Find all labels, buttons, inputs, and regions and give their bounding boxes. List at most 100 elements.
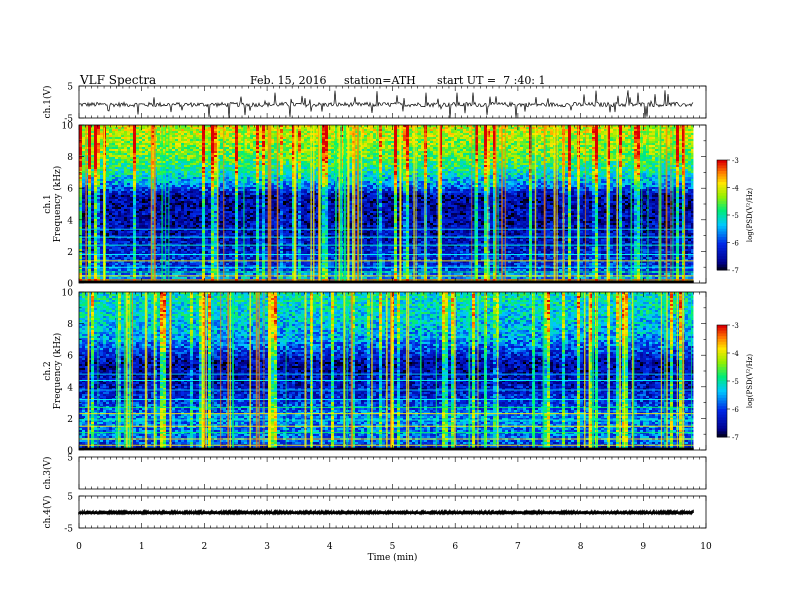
- spectrogram-cell: [106, 233, 110, 236]
- spectrogram-cell: [115, 139, 119, 142]
- spectrogram-cell: [97, 221, 101, 224]
- spectrogram-cell: [142, 181, 146, 184]
- spectrogram-cell: [148, 127, 152, 130]
- spectrogram-cell: [121, 225, 125, 228]
- spectrogram-cell: [139, 145, 143, 148]
- colorbar-segment: [717, 381, 727, 385]
- spectrogram-cell: [139, 217, 143, 220]
- spectrogram-cell: [100, 267, 104, 270]
- spectrogram-cell: [124, 227, 128, 230]
- spectrogram-cell: [97, 237, 101, 240]
- spectrogram-cell: [79, 217, 83, 220]
- colorbar-segment: [717, 234, 727, 238]
- spectrogram-cell: [91, 207, 95, 210]
- spectrogram-cell: [130, 201, 134, 204]
- spectrogram-cell: [88, 249, 92, 252]
- spectrogram-cell: [106, 153, 110, 156]
- spectrogram-cell: [79, 127, 83, 130]
- spectrogram-cell: [88, 217, 92, 220]
- spectrogram-cell: [82, 155, 86, 158]
- colorbar-segment: [717, 434, 727, 438]
- spectrogram-cell: [124, 259, 128, 262]
- spectrogram-cell: [121, 267, 125, 270]
- spectrogram-cell: [121, 263, 125, 266]
- spectrogram-cell: [112, 183, 116, 186]
- spectrogram-cell: [82, 157, 86, 160]
- spectrogram-cell: [124, 277, 128, 280]
- spectrogram-cell: [151, 159, 155, 162]
- spectrogram-cell: [112, 137, 116, 140]
- spectrogram-cell: [88, 163, 92, 166]
- spectrogram-cell: [79, 163, 83, 166]
- spectrogram-cell: [145, 235, 149, 238]
- spectrogram-cell: [109, 267, 113, 270]
- spectrogram-cell: [100, 205, 104, 208]
- spectrogram-cell: [151, 261, 155, 264]
- spectrogram-cell: [109, 199, 113, 202]
- spectrogram-cell: [106, 169, 110, 172]
- spectrogram-cell: [121, 211, 125, 214]
- colorbar-segment: [717, 367, 727, 371]
- spectrogram-cell: [127, 135, 131, 138]
- colorbar-segment: [717, 336, 727, 340]
- spectrogram-cell: [133, 209, 137, 212]
- spectrogram-cell: [121, 247, 125, 250]
- spectrogram-cell: [130, 197, 134, 200]
- spectrogram-cell: [115, 165, 119, 168]
- spectrogram-cell: [127, 195, 131, 198]
- spectrogram-cell: [148, 187, 152, 190]
- spectrogram-cell: [82, 203, 86, 206]
- spectrogram-cell: [142, 127, 146, 130]
- spectrogram-cell: [112, 265, 116, 268]
- spectrogram-cell: [109, 147, 113, 150]
- date-label: Feb. 15, 2016: [250, 74, 327, 87]
- spectrogram-cell: [106, 189, 110, 192]
- spectrogram-cell: [121, 235, 125, 238]
- spectrogram-cell: [139, 195, 143, 198]
- spectrogram-cell: [100, 269, 104, 272]
- spectrogram-cell: [94, 269, 98, 272]
- spectrogram-cell: [94, 219, 98, 222]
- spectrogram-cell: [142, 263, 146, 266]
- spectrogram-cell: [106, 159, 110, 162]
- spectrogram-cell: [148, 199, 152, 202]
- spectrogram-cell: [118, 147, 122, 150]
- spectrogram-cell: [124, 157, 128, 160]
- spectrogram-cell: [112, 163, 116, 166]
- spectrogram-cell: [133, 257, 137, 260]
- spectrogram-cell: [127, 229, 131, 232]
- spectrogram-cell: [118, 135, 122, 138]
- spectrogram-cell: [100, 211, 104, 214]
- colorbar-segment: [717, 409, 727, 413]
- spectrogram-cell: [88, 239, 92, 242]
- spectrogram-cell: [148, 183, 152, 186]
- spectrogram-cell: [139, 245, 143, 248]
- spectrogram-cell: [79, 193, 83, 196]
- spectrogram-cell: [109, 217, 113, 220]
- spectrogram-cell: [79, 175, 83, 178]
- spectrogram-cell: [79, 259, 83, 262]
- spectrogram-cell: [91, 145, 95, 148]
- spectrogram-cell: [121, 181, 125, 184]
- spectrogram-cell: [112, 255, 116, 258]
- spectrogram-cell: [91, 219, 95, 222]
- spectrogram-cell: [112, 185, 116, 188]
- spectrogram-cell: [142, 197, 146, 200]
- spectrogram-cell: [118, 207, 122, 210]
- spectrogram-cell: [139, 185, 143, 188]
- spectrogram-cell: [82, 241, 86, 244]
- spectrogram-cell: [118, 257, 122, 260]
- spectrogram-cell: [82, 215, 86, 218]
- spectrogram-cell: [145, 261, 149, 264]
- spectrogram-cell: [118, 211, 122, 214]
- spectrogram-cell: [139, 129, 143, 132]
- spectrogram-cell: [97, 227, 101, 230]
- spectrogram-cell: [139, 159, 143, 162]
- spectrogram-cell: [151, 269, 155, 272]
- spectrogram-cell: [118, 227, 122, 230]
- spectrogram-cell: [115, 127, 119, 130]
- spectrogram-cell: [109, 261, 113, 264]
- spectrogram-cell: [115, 199, 119, 202]
- spectrogram-cell: [133, 195, 137, 198]
- spectrogram-cell: [88, 231, 92, 234]
